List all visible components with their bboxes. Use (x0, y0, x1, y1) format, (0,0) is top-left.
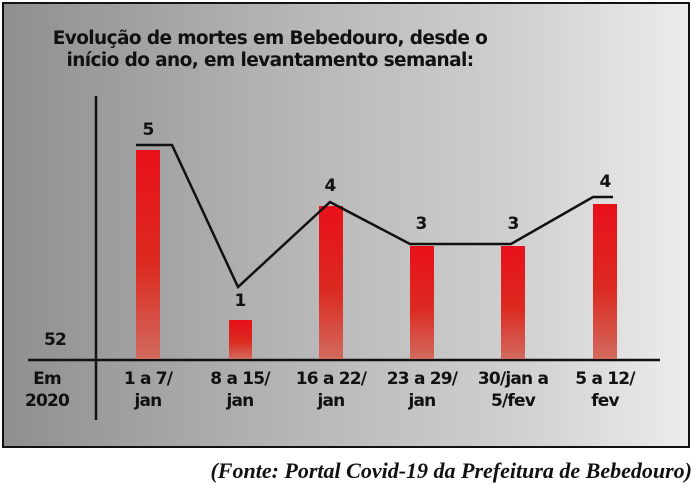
trend-line (136, 143, 613, 290)
total-caption-line-1: Em (33, 369, 62, 389)
value-label-4: 3 (415, 214, 427, 234)
value-label-1: 5 (142, 120, 154, 140)
x-label-3: 16 a 22/jan (295, 369, 367, 411)
chart-title: Evolução de mortes em Bebedouro, desde o… (30, 28, 510, 72)
total-caption-line-2: 2020 (24, 391, 70, 411)
x-label-5: 30/jan a 5/fev (477, 369, 549, 411)
total-value: 52 (43, 330, 67, 350)
bar-week-1 (136, 150, 160, 359)
value-label-3: 4 (324, 176, 336, 196)
value-label-5: 3 (507, 214, 519, 234)
bar-week-2 (229, 320, 252, 359)
value-label-2: 1 (234, 291, 246, 311)
source-caption: (Fonte: Portal Covid-19 da Prefeitura de… (210, 458, 692, 483)
chart-frame (2, 2, 690, 448)
value-label-6: 4 (599, 172, 611, 192)
bar-week-5 (501, 246, 525, 359)
bar-week-3 (319, 206, 343, 359)
total-caption: Em 2020 (12, 368, 82, 412)
title-line-1: Evolução de mortes em Bebedouro, desde o (52, 28, 488, 49)
title-line-2: início do ano, em levantamento semanal: (66, 50, 474, 71)
bar-week-6 (593, 204, 617, 359)
x-label-4: 23 a 29/jan (386, 369, 458, 411)
x-label-6: 5 a 12/fev (575, 369, 635, 411)
x-label-1: 1 a 7/jan (123, 369, 173, 411)
x-label-2: 8 a 15/jan (210, 369, 270, 411)
bar-week-4 (410, 246, 434, 359)
